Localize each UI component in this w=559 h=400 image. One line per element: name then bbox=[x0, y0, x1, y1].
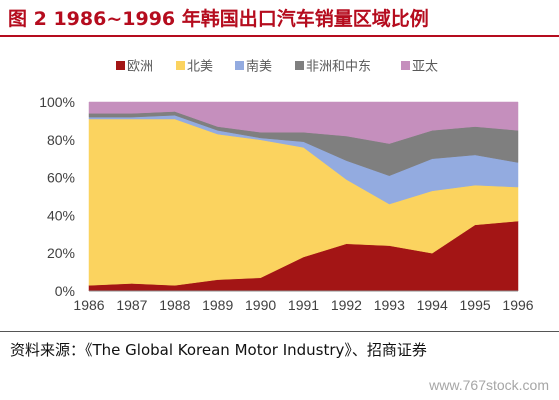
y-tick-label: 80% bbox=[47, 132, 75, 148]
y-tick-label: 20% bbox=[47, 245, 75, 261]
watermark: www.767stock.com bbox=[429, 377, 549, 393]
legend-label-4: 亚太 bbox=[412, 60, 438, 75]
x-tick-label: 1986 bbox=[73, 297, 104, 313]
y-tick-label: 100% bbox=[39, 94, 75, 110]
x-tick-label: 1995 bbox=[460, 297, 491, 313]
x-tick-label: 1989 bbox=[202, 297, 233, 313]
x-tick-label: 1992 bbox=[331, 297, 362, 313]
legend-swatch-4 bbox=[401, 61, 410, 70]
legend-swatch-2 bbox=[235, 61, 244, 70]
y-tick-label: 60% bbox=[47, 170, 75, 186]
x-tick-label: 1988 bbox=[159, 297, 190, 313]
x-tick-label: 1996 bbox=[502, 297, 533, 313]
legend-swatch-0 bbox=[116, 61, 125, 70]
legend-label-2: 南美 bbox=[246, 59, 272, 75]
legend-swatch-3 bbox=[295, 61, 304, 70]
legend: 欧洲 北美 南美 非洲和中东 亚太 bbox=[116, 59, 438, 75]
source-note: 资料来源：《The Global Korean Motor Industry》、… bbox=[10, 341, 427, 359]
y-tick-label: 40% bbox=[47, 207, 75, 223]
x-tick-label: 1994 bbox=[417, 297, 448, 313]
y-tick-label: 0% bbox=[55, 283, 75, 299]
plot-areas bbox=[88, 101, 519, 292]
legend-label-0: 欧洲 bbox=[127, 60, 153, 75]
axes: 0% 20% 40% 60% 80% 100% 1986 1987 1988 1989 1990 19… bbox=[39, 94, 534, 313]
legend-label-1: 北美 bbox=[187, 60, 213, 75]
area-series-4 bbox=[88, 101, 519, 144]
chart-svg: 欧洲 北美 南美 非洲和中东 亚太 0% 20% 40% 60% 80% 100% 1986 1987… bbox=[39, 59, 534, 314]
x-tick-label: 1990 bbox=[245, 297, 276, 313]
legend-label-3: 非洲和中东 bbox=[306, 60, 371, 75]
legend-swatch-1 bbox=[176, 61, 185, 70]
chart-title: 图 2 1986~1996 年韩国出口汽车销量区域比例 bbox=[8, 8, 429, 30]
source-rule bbox=[0, 331, 559, 332]
x-tick-label: 1991 bbox=[288, 297, 319, 313]
x-tick-label: 1987 bbox=[116, 297, 147, 313]
x-tick-label: 1993 bbox=[374, 297, 405, 313]
title-rule bbox=[0, 35, 559, 37]
